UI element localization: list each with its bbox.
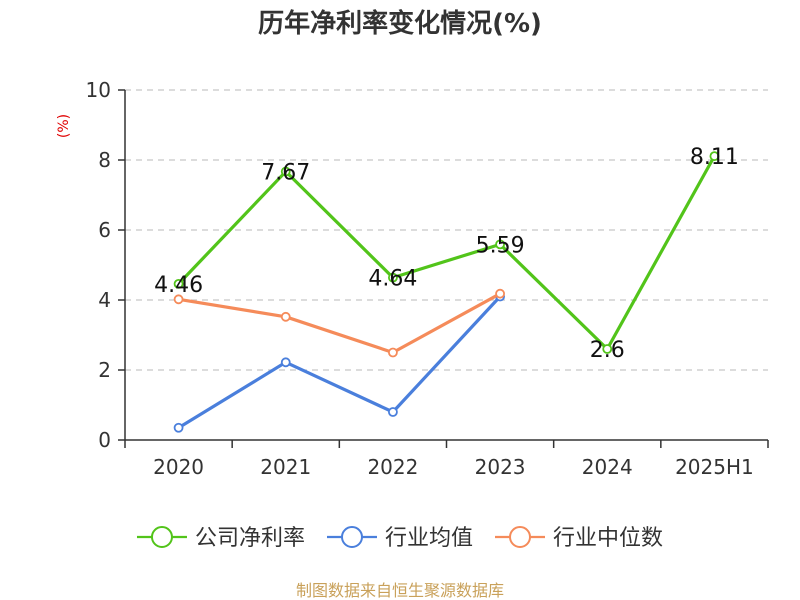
legend-label: 行业均值 [385, 526, 473, 551]
legend-item: 公司净利率 [136, 526, 305, 551]
data-label: 2.6 [590, 338, 625, 363]
data-point [280, 166, 291, 177]
axes: 0 2 4 6 8 10 2020 2021 2022 2023 2024 2025H1 [86, 78, 769, 479]
series-line-0 [176, 154, 717, 351]
source-note: 制图数据来自恒生聚源数据库 [296, 581, 504, 600]
y-tick-label: 10 [86, 78, 111, 102]
data-label: 8.11 [690, 145, 739, 170]
y-axis-label: (%) [56, 114, 72, 138]
x-tick-label: 2025H1 [675, 455, 754, 479]
data-point [173, 278, 184, 289]
legend-label: 行业中位数 [553, 526, 663, 551]
y-tick-label: 6 [98, 218, 111, 242]
data-point [388, 347, 398, 358]
data-point [173, 422, 184, 433]
data-label: 4.64 [368, 267, 417, 292]
data-label: 5.59 [476, 233, 525, 258]
data-label: 4.46 [154, 273, 203, 298]
y-tick-label: 4 [98, 288, 111, 312]
y-tick-label: 8 [98, 148, 111, 172]
data-point [495, 239, 505, 250]
grid-lines [125, 89, 768, 371]
series-line-1 [176, 294, 502, 430]
data-labels: 4.46 7.67 4.64 5.59 2.6 8.11 [154, 145, 739, 363]
data-point [709, 151, 720, 162]
x-tick-label: 2022 [367, 455, 418, 479]
legend-marker [509, 526, 532, 548]
data-point [388, 407, 398, 417]
legend-marker [150, 526, 173, 548]
legend-item: 行业均值 [326, 526, 473, 551]
x-tick-label: 2023 [475, 455, 526, 479]
legend-label: 公司净利率 [195, 526, 305, 551]
chart-title: 历年净利率变化情况(%) [258, 8, 542, 39]
y-tick-label: 0 [98, 428, 111, 452]
data-point [280, 311, 291, 322]
x-tick-label: 2021 [260, 455, 311, 479]
y-tick-label: 2 [98, 358, 111, 382]
data-point [495, 288, 505, 299]
data-point [388, 272, 398, 283]
data-label: 7.67 [261, 161, 310, 186]
legend-item: 行业中位数 [495, 526, 663, 551]
series-group [173, 151, 720, 433]
legend-marker [340, 526, 363, 548]
x-tick-label: 2024 [582, 455, 633, 479]
x-tick-label: 2020 [153, 455, 204, 479]
data-point [173, 294, 184, 305]
data-point [280, 357, 291, 368]
legend: 公司净利率 行业均值 行业中位数 [136, 526, 663, 551]
data-point [602, 344, 613, 354]
series-line-2 [176, 292, 502, 355]
